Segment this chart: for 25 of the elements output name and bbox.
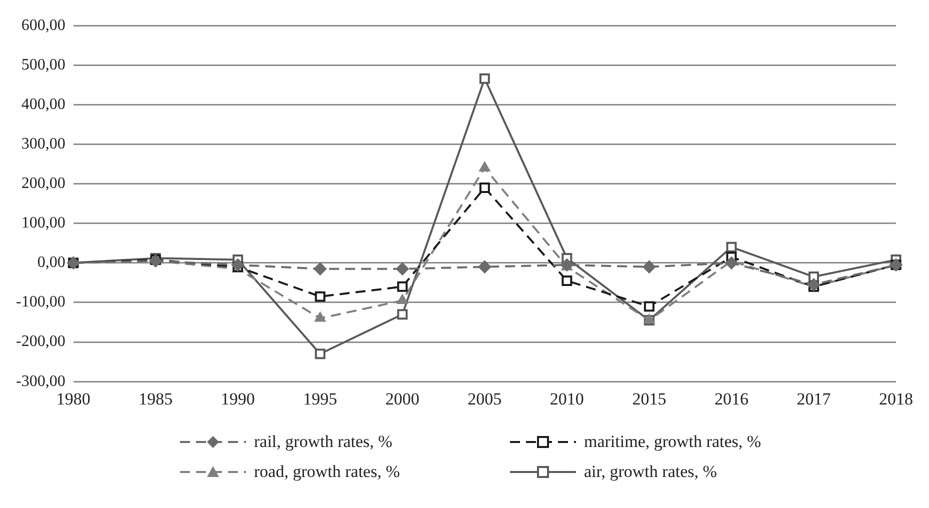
x-tick-label: 1980 <box>56 389 90 408</box>
y-tick-label: 100,00 <box>21 214 66 232</box>
x-tick-label: 1990 <box>220 389 255 408</box>
x-tick-label: 2015 <box>632 389 666 408</box>
legend-label: maritime, growth rates, % <box>584 432 762 452</box>
y-tick-label: -100,00 <box>16 294 66 311</box>
x-tick-label: 2000 <box>385 389 420 408</box>
y-tick-label: 300,00 <box>21 135 66 152</box>
legend-label: road, growth rates, % <box>254 462 400 482</box>
y-tick-label: 0,00 <box>37 254 66 272</box>
x-tick-label: 2018 <box>879 389 913 408</box>
legend-label: air, growth rates, % <box>584 462 717 482</box>
y-tick-label: 600,00 <box>21 16 66 34</box>
x-tick-label: 1985 <box>138 389 173 408</box>
y-tick-label: -300,00 <box>16 372 66 390</box>
y-tick-label: -200,00 <box>16 333 66 350</box>
y-tick-label: 400,00 <box>21 96 66 113</box>
legend-label: rail, growth rates, % <box>254 432 392 452</box>
x-tick-label: 2005 <box>468 389 502 408</box>
x-tick-label: 2010 <box>550 389 584 408</box>
x-tick-label: 2016 <box>714 389 748 408</box>
y-tick-label: 200,00 <box>21 175 66 192</box>
y-tick-label: 500,00 <box>21 56 66 74</box>
x-tick-label: 1995 <box>303 389 338 408</box>
x-tick-label: 2017 <box>796 389 832 408</box>
